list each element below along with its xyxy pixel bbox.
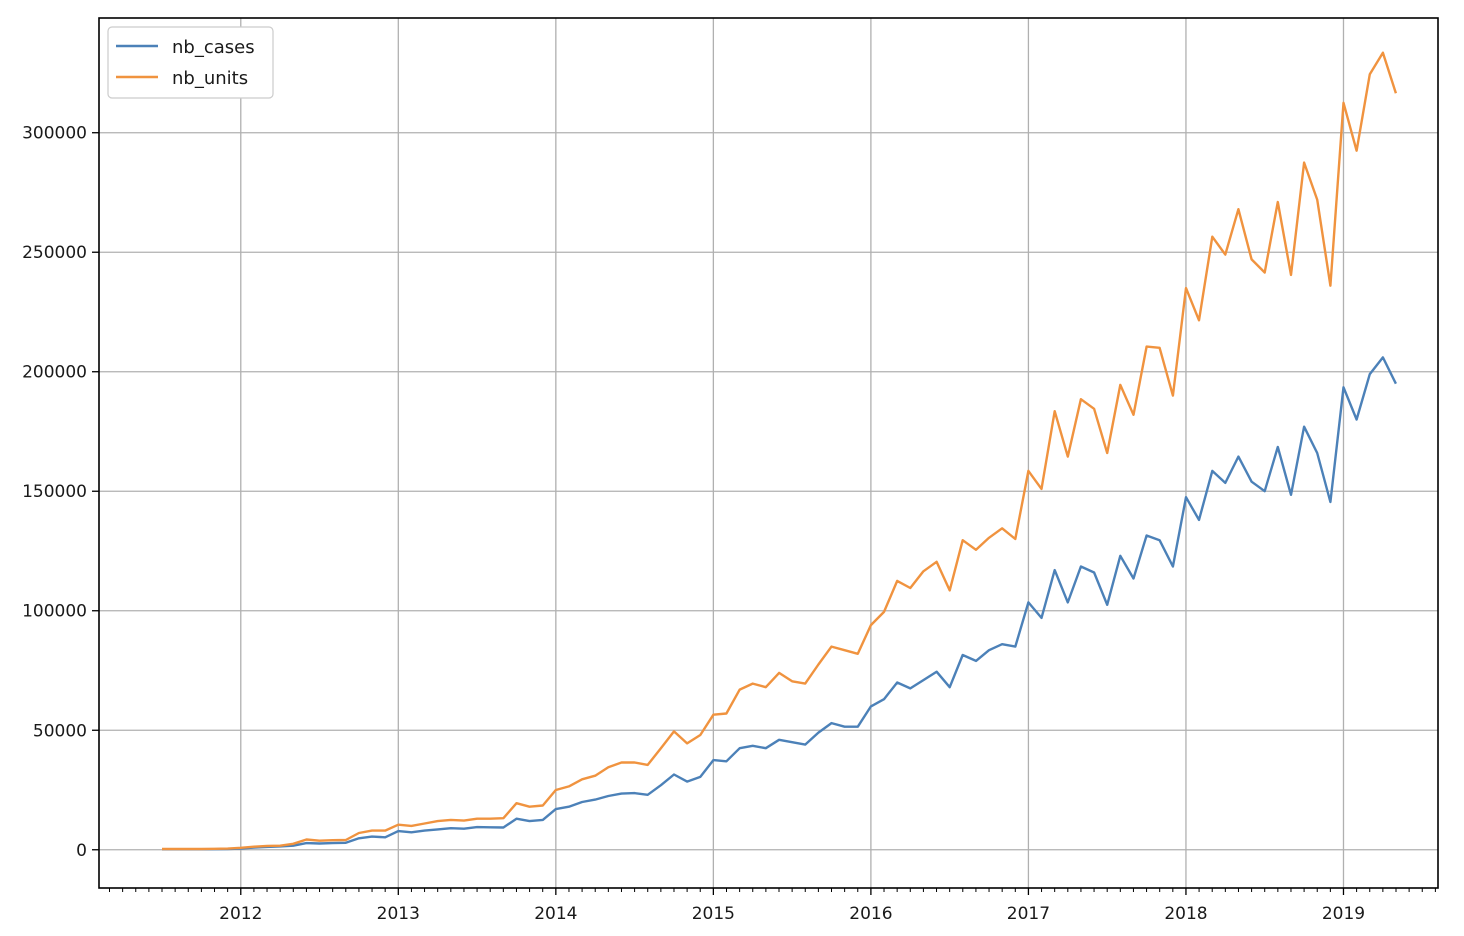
x-tick-label: 2015 bbox=[692, 904, 735, 924]
y-tick-label: 150000 bbox=[22, 482, 87, 502]
legend: nb_cases nb_units bbox=[107, 26, 274, 99]
x-tick-label: 2019 bbox=[1322, 904, 1365, 924]
x-tick-label: 2018 bbox=[1164, 904, 1207, 924]
x-tick-label: 2017 bbox=[1007, 904, 1050, 924]
y-tick-label: 0 bbox=[76, 841, 87, 861]
axis-ticks: 2012 2013 2014 2015 2016 2017 2018 2019 0 50000 10… bbox=[22, 124, 1436, 924]
x-tick-label: 2014 bbox=[534, 904, 577, 924]
legend-box bbox=[107, 26, 274, 99]
x-tick-label: 2012 bbox=[219, 904, 262, 924]
legend-label-nb-units: nb_units bbox=[172, 68, 248, 89]
y-tick-label: 100000 bbox=[22, 602, 87, 622]
y-tick-label: 200000 bbox=[22, 363, 87, 383]
y-tick-label: 250000 bbox=[22, 243, 87, 263]
gridlines bbox=[99, 18, 1438, 888]
x-tick-label: 2016 bbox=[849, 904, 892, 924]
plot-frame bbox=[98, 17, 1439, 889]
legend-label-nb-cases: nb_cases bbox=[172, 37, 255, 58]
series-line-nb-cases bbox=[162, 356, 1397, 851]
y-tick-label: 50000 bbox=[33, 721, 87, 741]
series-lines bbox=[162, 51, 1398, 851]
series-line-nb-units bbox=[162, 51, 1398, 851]
x-tick-label: 2013 bbox=[377, 904, 420, 924]
y-tick-label: 300000 bbox=[22, 124, 87, 144]
